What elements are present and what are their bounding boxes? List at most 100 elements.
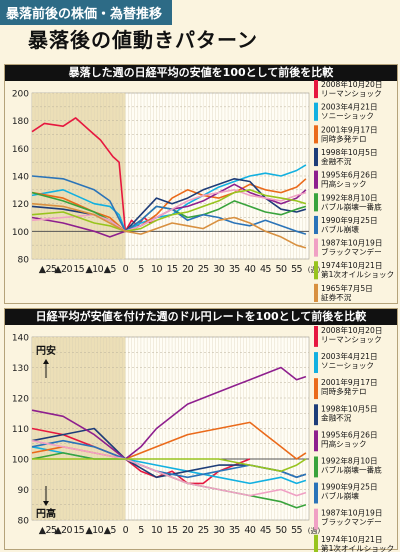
y-tick-label: 180	[12, 117, 29, 127]
x-tick-label: 20	[182, 525, 193, 536]
y-tick-label: 80	[18, 517, 30, 527]
x-tick-label: 10	[151, 264, 162, 275]
legend-label: 1995年6月26日	[321, 170, 378, 180]
arrow-up-icon	[43, 359, 49, 364]
x-tick-label: 30	[213, 525, 224, 536]
legend-label: リーマンショック	[321, 335, 382, 344]
annotation-yen-weak: 円安	[36, 344, 56, 357]
legend-label: 2008年10月20日	[321, 79, 382, 89]
legend-swatch	[314, 482, 318, 504]
legend-swatch	[314, 193, 318, 212]
series-line	[31, 175, 307, 235]
x-tick-label: 5	[138, 264, 144, 275]
series-line	[31, 427, 251, 485]
legend-swatch	[314, 80, 318, 99]
x-tick-label: 20	[182, 264, 193, 275]
legend-label: 金融不況	[321, 412, 352, 422]
legend-label: 1974年10月21日	[321, 534, 382, 544]
legend-label: 円高ショック	[321, 438, 367, 448]
legend-label: バブル崩壊	[321, 224, 359, 234]
legend-label: 2001年9月17日	[321, 124, 378, 134]
series-line	[31, 183, 307, 238]
legend-label: ソニーショック	[321, 361, 374, 370]
x-tick-label: 45	[260, 264, 271, 275]
x-tick-label: 10	[151, 525, 162, 536]
x-tick-label: ▲25	[39, 525, 57, 536]
legend-label: 2001年9月17日	[321, 377, 378, 387]
legend-label: 1992年8月10日	[321, 456, 378, 466]
legend-label: 1990年9月25日	[321, 482, 378, 492]
legend-label: 1992年8月10日	[321, 192, 378, 202]
legend-swatch	[314, 283, 318, 302]
x-tick-label: ▲5	[104, 264, 117, 275]
legend-label: 1974年10月21日	[321, 260, 382, 270]
legend-swatch	[314, 378, 318, 400]
legend-label: ブラックマンデー	[321, 517, 382, 527]
x-tick-label: 55	[291, 525, 302, 536]
x-tick-label: 35	[229, 264, 240, 275]
x-tick-label: 30	[213, 264, 224, 275]
x-tick-label: ▲25	[39, 264, 57, 275]
x-tick-label: ▲10	[85, 264, 103, 275]
y-tick-label: 160	[12, 145, 29, 155]
legend-label: 1990年9月25日	[321, 215, 378, 225]
series-line	[31, 178, 307, 233]
legend-label: 1987年10月19日	[321, 238, 382, 248]
legend-swatch	[314, 125, 318, 144]
annotation-yen-strong: 円高	[36, 507, 56, 520]
legend-label: 1965年7月5日	[321, 283, 373, 293]
legend-swatch	[314, 261, 318, 280]
x-tick-label: ▲20	[54, 525, 72, 536]
series-line	[31, 202, 307, 249]
legend-label: 1995年6月26日	[321, 429, 378, 439]
series-line	[31, 366, 307, 460]
x-tick-label: 25	[198, 525, 209, 536]
y-tick-label: 120	[12, 200, 29, 210]
x-tick-label: 50	[276, 525, 287, 536]
legend-label: バブル崩壊	[321, 491, 359, 501]
x-unit-label: (週)	[308, 526, 321, 535]
legend-swatch	[314, 238, 318, 257]
page-title: 暴落後の値動きパターン	[28, 28, 258, 52]
x-tick-label: 50	[276, 264, 287, 275]
legend-swatch	[314, 352, 318, 373]
legend-label: 同時多発テロ	[321, 133, 367, 143]
legend-label: 1987年10月19日	[321, 508, 382, 518]
legend-label: 第1次オイルショック	[321, 269, 394, 279]
y-tick-label: 100	[12, 456, 29, 466]
x-tick-label: 35	[229, 525, 240, 536]
legend-label: 2008年10月20日	[321, 325, 382, 335]
series-line	[31, 189, 307, 233]
y-tick-label: 120	[12, 395, 29, 405]
chart-title: 日経平均が安値を付けた週のドル円レートを100として前後を比較	[5, 309, 397, 325]
legend-swatch	[314, 215, 318, 235]
legend-swatch	[314, 430, 318, 452]
series-line	[31, 191, 307, 233]
legend-label: バブル崩壊一番底	[321, 465, 382, 475]
y-tick-label: 100	[12, 228, 29, 238]
chart-title: 暴落した週の日経平均の安値を100として前後を比較	[5, 65, 397, 81]
x-tick-label: 0	[123, 264, 129, 275]
legend-label: 1998年10月5日	[321, 403, 378, 413]
arrow-down-icon	[43, 501, 49, 506]
legend-swatch	[314, 404, 318, 426]
x-tick-label: ▲20	[54, 264, 72, 275]
y-tick-label: 140	[12, 173, 29, 183]
series-line	[31, 117, 157, 233]
series-line	[31, 164, 307, 233]
legend-swatch	[314, 508, 318, 530]
y-tick-label: 80	[18, 256, 30, 266]
legend-swatch	[314, 170, 318, 189]
x-tick-label: 40	[244, 525, 255, 536]
series-line	[32, 458, 307, 473]
legend-label: 第1次オイルショック	[321, 543, 394, 552]
series-line	[31, 189, 307, 233]
series-line	[31, 439, 307, 479]
legend-label: 円高ショック	[321, 179, 367, 189]
x-tick-label: 40	[244, 264, 255, 275]
legend-label: 2003年4月21日	[321, 102, 378, 112]
legend-swatch	[314, 102, 318, 121]
legend-swatch	[314, 147, 318, 167]
